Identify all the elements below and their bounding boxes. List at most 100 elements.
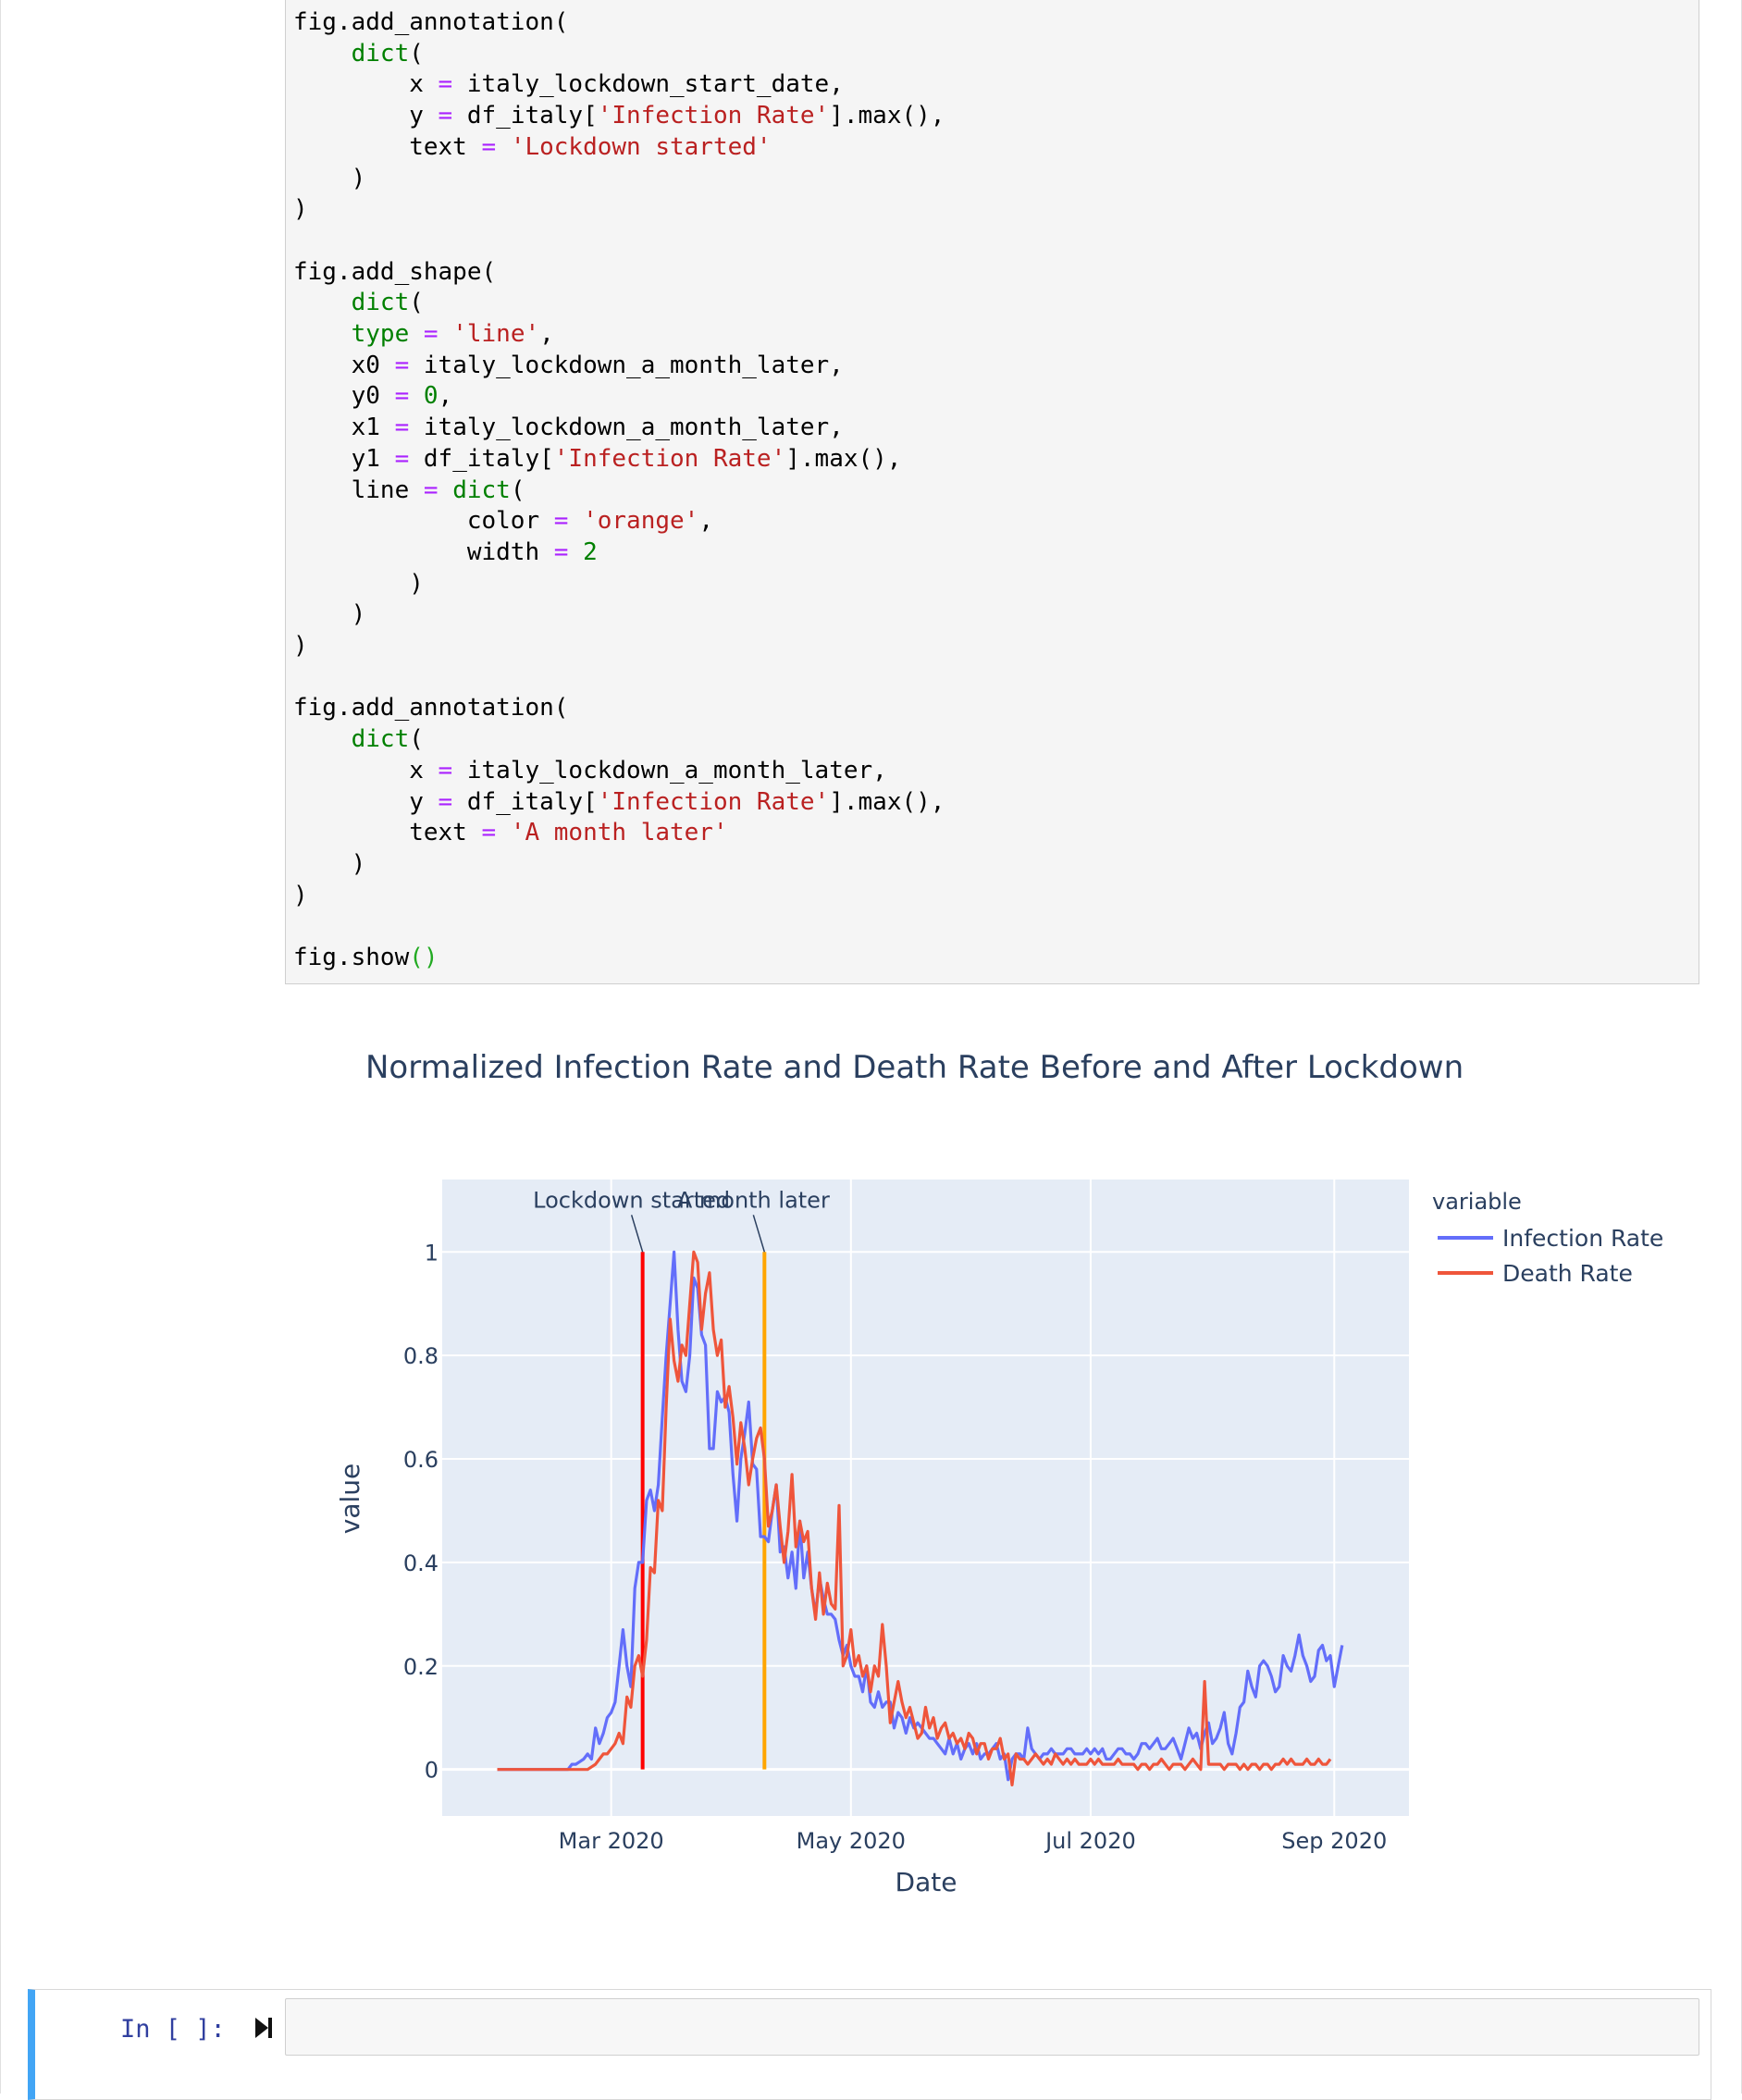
code-token: ,: [539, 320, 554, 349]
x-axis-ticks: Mar 2020 May 2020 Jul 2020 Sep 2020: [559, 1828, 1388, 1854]
code-line: dict(: [293, 289, 424, 316]
code-token: x0: [293, 351, 395, 379]
code-line: x0 = italy_lockdown_a_month_later,: [293, 352, 844, 379]
code-token: ,: [438, 382, 453, 411]
annotation-arrow: [752, 1215, 766, 1253]
code-editor[interactable]: fig.add_annotation( dict( x = italy_lock…: [293, 7, 945, 974]
code-line: line = dict(: [293, 476, 525, 504]
code-line: ): [293, 195, 308, 223]
code-token: =: [438, 787, 453, 816]
code-line: x1 = italy_lockdown_a_month_later,: [293, 414, 844, 441]
code-token: y0: [293, 382, 395, 411]
code-token: [409, 320, 424, 348]
code-token: 'line': [452, 320, 540, 349]
code-token: ,: [698, 507, 713, 536]
code-token: italy_lockdown_a_month_later,: [409, 414, 844, 442]
code-token: text: [293, 819, 482, 847]
code-token: [409, 382, 424, 410]
code-token: =: [423, 476, 439, 504]
legend-item-label: Death Rate: [1502, 1260, 1633, 1287]
code-cell[interactable]: [285, 0, 1699, 984]
code-line: y = df_italy['Infection Rate'].max(),: [293, 788, 945, 816]
code-token: =: [553, 507, 569, 536]
code-token: [568, 538, 583, 566]
code-token: dict: [351, 289, 410, 317]
code-token: df_italy[: [452, 102, 598, 130]
code-token: y: [293, 787, 439, 816]
code-token: ): [293, 600, 366, 629]
code-token: ].max(),: [829, 787, 945, 816]
code-token: =: [481, 132, 497, 161]
code-token: 'A month later': [510, 819, 728, 847]
code-token: df_italy[: [409, 444, 554, 473]
code-line: color = 'orange',: [293, 507, 713, 535]
code-token: y: [293, 102, 439, 130]
code-token: dict: [351, 39, 410, 68]
legend-item-label: Infection Rate: [1502, 1225, 1663, 1252]
code-line: y0 = 0,: [293, 382, 453, 411]
code-token: fig.add_annotation(: [293, 8, 569, 36]
code-token: (: [409, 725, 424, 754]
code-token: italy_lockdown_a_month_later,: [409, 351, 844, 379]
code-line: x = italy_lockdown_a_month_later,: [293, 757, 887, 784]
y-tick-label: 0.8: [403, 1343, 439, 1369]
y-tick-label: 0: [425, 1758, 439, 1784]
code-token: ): [293, 569, 424, 598]
code-token: df_italy[: [452, 787, 598, 816]
traces: [497, 1250, 1344, 1787]
code-token: [293, 289, 352, 316]
code-token: =: [438, 70, 453, 99]
code-token: text: [293, 132, 482, 161]
legend-title: variable: [1432, 1189, 1522, 1215]
code-line: text = 'A month later': [293, 819, 728, 847]
code-token: ): [293, 164, 366, 192]
code-token: =: [394, 414, 410, 442]
x-tick-label: Mar 2020: [559, 1828, 664, 1854]
code-line: width = 2: [293, 538, 598, 566]
code-token: italy_lockdown_start_date,: [452, 70, 844, 99]
y-tick-label: 1: [425, 1240, 439, 1266]
code-token: [496, 819, 511, 846]
y-tick-label: 0.2: [403, 1654, 439, 1680]
annotation-label: A month later: [677, 1187, 830, 1213]
code-token: [568, 507, 583, 535]
x-tick-label: May 2020: [797, 1828, 906, 1854]
code-token: 0: [423, 382, 439, 411]
legend[interactable]: variable Infection Rate Death Rate: [1432, 1189, 1663, 1287]
y-axis-ticks: 0 0.2 0.4 0.6 0.8 1: [403, 1240, 439, 1783]
code-token: =: [481, 819, 497, 847]
code-token: x1: [293, 414, 395, 442]
y-axis-label: value: [335, 1464, 365, 1534]
code-token: 'Infection Rate': [553, 444, 786, 473]
code-token: type: [351, 320, 410, 349]
code-token: italy_lockdown_a_month_later,: [452, 756, 887, 784]
code-token: 'Infection Rate': [597, 787, 830, 816]
code-token: dict: [351, 725, 410, 754]
plot-area[interactable]: [442, 1180, 1409, 1816]
code-token: x: [293, 756, 439, 784]
plotly-chart[interactable]: Normalized Infection Rate and Death Rate…: [0, 1018, 1742, 1924]
code-line: ): [293, 164, 366, 192]
code-input[interactable]: [285, 1998, 1699, 2056]
code-token: [293, 40, 352, 68]
code-token: (: [510, 476, 525, 504]
code-token: [439, 320, 453, 348]
code-line: fig.add_annotation(: [293, 8, 568, 36]
code-token: 'Infection Rate': [597, 102, 830, 130]
code-token: fig.add_shape(: [293, 257, 497, 286]
code-line: type = 'line',: [293, 320, 554, 348]
code-token: y1: [293, 444, 395, 473]
code-line: dict(: [293, 725, 424, 753]
code-token: [439, 476, 453, 504]
x-tick-label: Sep 2020: [1281, 1828, 1387, 1854]
code-line: ): [293, 850, 366, 878]
run-cell-icon[interactable]: [253, 2015, 274, 2041]
code-token: ): [293, 632, 308, 661]
y-tick-label: 0.6: [403, 1447, 439, 1473]
annotation-arrow: [630, 1215, 644, 1253]
code-token: (: [409, 39, 424, 68]
code-line: fig.add_annotation(: [293, 694, 568, 722]
code-token: line: [293, 476, 424, 504]
code-token: 2: [583, 537, 598, 566]
